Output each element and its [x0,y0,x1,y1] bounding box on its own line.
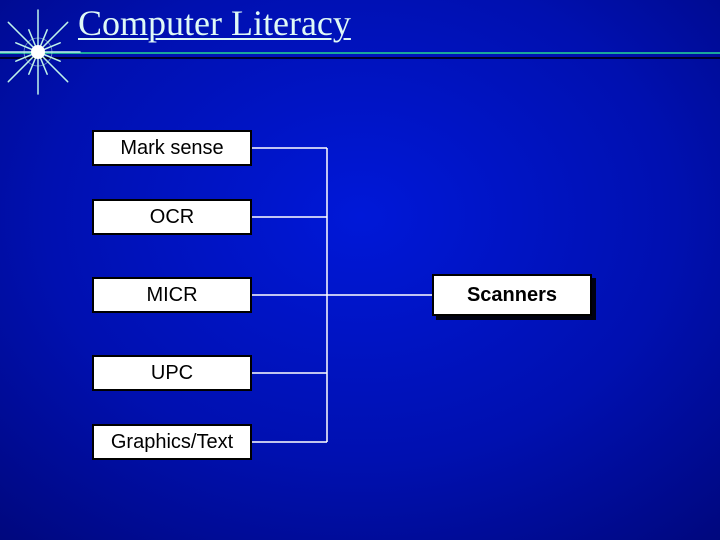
node-ocr: OCR [92,199,252,235]
title-rule-navy [0,57,720,59]
node-micr: MICR [92,277,252,313]
node-label: UPC [94,362,250,385]
node-label: Mark sense [94,137,250,160]
node-label: Scanners [434,284,590,307]
title-rule-teal [0,52,720,54]
node-label: OCR [94,206,250,229]
node-graphics-text: Graphics/Text [92,424,252,460]
node-scanners: Scanners [432,274,592,316]
node-label: Graphics/Text [94,431,250,454]
node-upc: UPC [92,355,252,391]
page-title: Computer Literacy [78,2,351,44]
node-label: MICR [94,284,250,307]
node-mark-sense: Mark sense [92,130,252,166]
